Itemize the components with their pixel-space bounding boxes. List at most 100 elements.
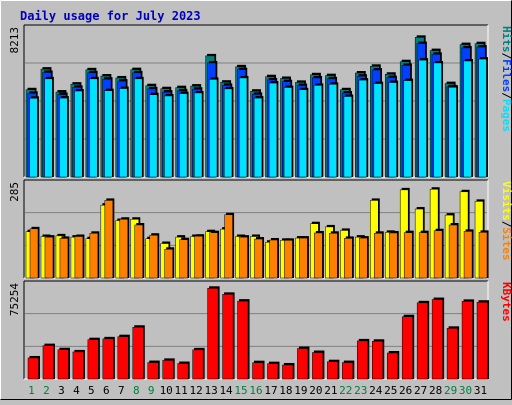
legend-pages: Pages	[500, 99, 512, 132]
kbytes-bar-kbytes-day-29	[446, 326, 460, 380]
kbytes-bar-kbytes-day-4	[72, 349, 85, 380]
x-tick-label-day-29: 29	[444, 384, 457, 397]
visits-bar-sites-day-22	[344, 236, 354, 279]
visits-bar-sites-day-10	[164, 247, 175, 279]
y-max-label: 75254	[8, 283, 21, 316]
x-tick-label-day-23: 23	[354, 384, 367, 397]
kbytes-bar-kbytes-day-21	[327, 359, 340, 380]
x-tick-label-day-16: 16	[249, 384, 262, 397]
visits-bar-sites-day-18	[284, 238, 294, 279]
kbytes-panel: 75254 KBytes	[8, 280, 512, 380]
hits-files-pages-panel: 8213 Hits/Files/Pages	[8, 24, 512, 178]
kbytes-bar-kbytes-day-10	[162, 358, 175, 380]
kbytes-bar-kbytes-day-17	[267, 361, 280, 380]
hits-bar-pages-day-15	[238, 75, 249, 178]
kbytes-bar-kbytes-day-27	[416, 300, 430, 380]
x-tick-label-day-2: 2	[43, 384, 50, 397]
hits-bar-pages-day-16	[253, 96, 264, 178]
hits-bar-pages-day-28	[433, 60, 444, 178]
hits-bar-pages-day-22	[343, 94, 354, 178]
hits-bar-pages-day-24	[373, 81, 384, 178]
kbytes-bar-kbytes-day-7	[117, 334, 130, 380]
hits-bar-pages-day-9	[149, 92, 159, 178]
kbytes-bar-kbytes-day-16	[252, 360, 265, 380]
kbytes-bar-kbytes-day-6	[102, 336, 115, 380]
hits-bar-pages-day-13	[208, 77, 219, 178]
x-tick-label-day-8: 8	[133, 384, 140, 397]
hits-bar-pages-day-1	[29, 96, 39, 178]
visits-bar-sites-day-4	[74, 234, 85, 279]
kbytes-bar-kbytes-day-26	[401, 314, 415, 380]
hits-bar-pages-day-4	[74, 89, 84, 178]
kbytes-bar-kbytes-day-24	[372, 339, 385, 380]
x-tick-label-day-22: 22	[339, 384, 352, 397]
visits-bar-sites-day-5	[89, 231, 100, 279]
hits-bar-pages-day-20	[313, 83, 324, 178]
x-tick-label-day-31: 31	[474, 384, 487, 397]
y-max-label: 8213	[8, 27, 21, 54]
hits-bar-pages-day-27	[418, 58, 429, 178]
x-tick-label-day-18: 18	[279, 384, 292, 397]
x-tick-label-day-13: 13	[204, 384, 217, 397]
visits-bar-sites-day-15	[239, 235, 250, 279]
visits-bar-sites-day-29	[448, 222, 459, 279]
hits-bar-pages-day-5	[89, 76, 99, 178]
kbytes-bar-kbytes-day-20	[312, 350, 325, 380]
legend-sep: /	[500, 53, 512, 60]
hits-bar-pages-day-30	[463, 59, 473, 178]
hits-bar-pages-day-19	[298, 87, 309, 178]
hits-bar-pages-day-8	[134, 76, 144, 178]
x-tick-label-day-6: 6	[103, 384, 110, 397]
hits-bar-pages-day-23	[358, 78, 369, 178]
kbytes-bar-kbytes-day-15	[237, 299, 250, 380]
visits-bar-sites-day-12	[194, 234, 205, 279]
visits-bar-sites-day-16	[254, 237, 265, 279]
kbytes-bar-kbytes-day-3	[57, 347, 70, 380]
x-tick-label-day-28: 28	[429, 384, 442, 397]
visits-bar-sites-day-6	[104, 198, 115, 279]
visits-bar-sites-day-11	[179, 237, 190, 279]
kbytes-bar-kbytes-day-5	[87, 337, 100, 380]
hits-bar-pages-day-6	[104, 88, 114, 178]
legend-files: Files	[500, 59, 512, 92]
visits-bar-sites-day-13	[209, 230, 220, 279]
visits-bar-sites-day-19	[299, 236, 309, 279]
hits-bar-pages-day-10	[164, 93, 174, 178]
visits-bar-sites-day-26	[403, 230, 414, 279]
x-tick-label-day-4: 4	[73, 384, 80, 397]
kbytes-bar-kbytes-day-2	[42, 343, 55, 380]
hits-bar-pages-day-17	[268, 81, 279, 178]
x-tick-label-day-27: 27	[414, 384, 427, 397]
legend-hits: Hits	[500, 26, 512, 53]
x-tick-label-day-24: 24	[369, 384, 383, 397]
kbytes-bar-kbytes-day-11	[177, 361, 190, 380]
x-tick-label-day-20: 20	[309, 384, 322, 397]
kbytes-bar-kbytes-day-19	[297, 346, 310, 380]
kbytes-bar-kbytes-day-31	[476, 300, 490, 380]
hits-bar-pages-day-11	[179, 91, 189, 178]
hits-bar-pages-day-3	[59, 96, 69, 178]
x-tick-label-day-25: 25	[384, 384, 397, 397]
hits-bar-pages-day-29	[448, 85, 458, 178]
legend-visits: Visits	[500, 181, 512, 221]
kbytes-bar-kbytes-day-14	[222, 292, 235, 380]
panel-legend: Hits/Files/Pages	[500, 26, 512, 132]
chart-title: Daily usage for July 2023	[20, 9, 201, 23]
visits-bar-sites-day-8	[134, 222, 145, 279]
x-tick-label-day-26: 26	[399, 384, 412, 397]
hits-bar-pages-day-14	[223, 86, 234, 178]
x-tick-label-day-9: 9	[148, 384, 155, 397]
hits-bar-pages-day-25	[388, 80, 399, 178]
visits-bar-sites-day-30	[463, 229, 474, 279]
hits-bar-pages-day-2	[44, 76, 54, 178]
visits-bar-sites-day-14	[224, 212, 235, 279]
x-tick-label-day-3: 3	[58, 384, 65, 397]
kbytes-bar-kbytes-day-13	[207, 286, 220, 380]
x-tick-label-day-14: 14	[219, 384, 233, 397]
legend-sites: Sites	[500, 227, 512, 260]
visits-bar-sites-day-20	[314, 230, 324, 279]
visits-bar-sites-day-2	[44, 235, 55, 279]
x-tick-label-day-17: 17	[264, 384, 277, 397]
kbytes-bar-kbytes-day-9	[147, 360, 160, 380]
legend-sep: /	[500, 221, 512, 228]
